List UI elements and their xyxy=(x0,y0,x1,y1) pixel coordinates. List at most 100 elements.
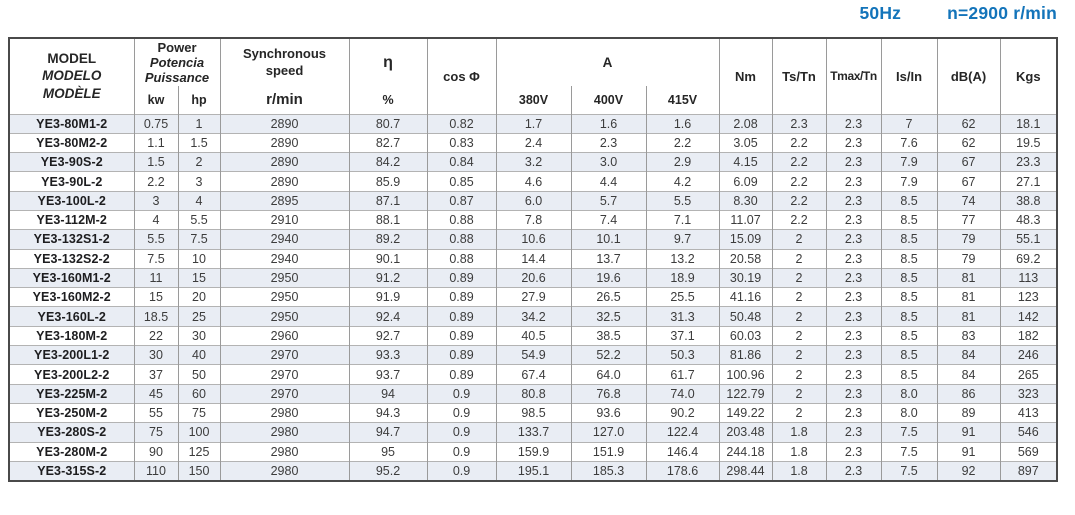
model-cell: YE3-132S2-2 xyxy=(8,248,135,269)
value-cell: 142 xyxy=(999,306,1058,327)
value-cell: 2890 xyxy=(219,113,350,134)
value-cell: 8.5 xyxy=(880,287,938,307)
value-cell: 0.82 xyxy=(426,113,497,134)
value-cell: 4 xyxy=(177,190,221,211)
value-cell: 0.89 xyxy=(426,267,497,288)
value-cell: 62 xyxy=(936,132,1001,153)
value-cell: 22 xyxy=(133,325,179,346)
value-cell: 18.5 xyxy=(133,306,179,327)
value-cell: 2.3 xyxy=(825,248,882,269)
value-cell: 150 xyxy=(177,460,221,481)
table-row: YE3-200L1-2 30 40 2970 93.3 0.89 54.9 52.2 50.3 8… xyxy=(8,345,1058,365)
value-cell: 5.7 xyxy=(570,190,647,211)
value-cell: 55 xyxy=(133,402,179,423)
value-cell: 2.3 xyxy=(825,132,882,153)
value-cell: 85.9 xyxy=(348,171,428,192)
value-cell: 2950 xyxy=(219,267,350,288)
value-cell: 75 xyxy=(177,402,221,423)
value-cell: 84 xyxy=(936,345,1001,365)
value-cell: 0.83 xyxy=(426,132,497,153)
model-cell: YE3-100L-2 xyxy=(8,190,135,211)
value-cell: 2 xyxy=(771,364,827,385)
col-header-power: Power Potencia Puissance xyxy=(133,38,221,86)
value-cell: 7.5 xyxy=(880,441,938,462)
power-label-es: Potencia xyxy=(149,54,205,70)
value-cell: 0.89 xyxy=(426,325,497,346)
value-cell: 0.9 xyxy=(426,460,497,481)
value-cell: 32.5 xyxy=(570,306,647,327)
value-cell: 2.3 xyxy=(825,460,882,481)
value-cell: 38.5 xyxy=(570,325,647,346)
value-cell: 2980 xyxy=(219,460,350,481)
value-cell: 40.5 xyxy=(495,325,572,346)
value-cell: 0.89 xyxy=(426,287,497,307)
value-cell: 246 xyxy=(999,345,1058,365)
value-cell: 25.5 xyxy=(645,287,720,307)
value-cell: 94.3 xyxy=(348,402,428,423)
value-cell: 2950 xyxy=(219,306,350,327)
value-cell: 0.75 xyxy=(133,113,179,134)
value-cell: 2.3 xyxy=(825,325,882,346)
value-cell: 10 xyxy=(177,248,221,269)
value-cell: 20 xyxy=(177,287,221,307)
model-cell: YE3-160M2-2 xyxy=(8,287,135,307)
value-cell: 2.3 xyxy=(825,152,882,172)
value-cell: 4.6 xyxy=(495,171,572,192)
value-cell: 84.2 xyxy=(348,152,428,172)
value-cell: 2910 xyxy=(219,209,350,230)
value-cell: 60.03 xyxy=(718,325,773,346)
value-cell: 10.1 xyxy=(570,229,647,250)
value-cell: 93.6 xyxy=(570,402,647,423)
value-cell: 2950 xyxy=(219,287,350,307)
table-row: YE3-90S-2 1.5 2 2890 84.2 0.84 3.2 3.0 2.9 4.15 2.… xyxy=(8,152,1058,172)
value-cell: 2.2 xyxy=(771,209,827,230)
value-cell: 2.3 xyxy=(825,190,882,211)
value-cell: 2940 xyxy=(219,229,350,250)
table-row: YE3-80M1-2 0.75 1 2890 80.7 0.82 1.7 1.6 1.6 2.08… xyxy=(8,113,1058,134)
value-cell: 81.86 xyxy=(718,345,773,365)
value-cell: 8.5 xyxy=(880,209,938,230)
value-cell: 19.6 xyxy=(570,267,647,288)
model-cell: YE3-160M1-2 xyxy=(8,267,135,288)
value-cell: 10.6 xyxy=(495,229,572,250)
value-cell: 74.0 xyxy=(645,383,720,404)
model-label-fr: MODÈLE xyxy=(42,86,101,102)
value-cell: 0.88 xyxy=(426,229,497,250)
value-cell: 2.3 xyxy=(570,132,647,153)
value-cell: 2980 xyxy=(219,441,350,462)
model-cell: YE3-112M-2 xyxy=(8,209,135,230)
value-cell: 93.3 xyxy=(348,345,428,365)
value-cell: 60 xyxy=(177,383,221,404)
value-cell: 4.15 xyxy=(718,152,773,172)
table-row: YE3-90L-2 2.2 3 2890 85.9 0.85 4.6 4.4 4.2 6.09 2.… xyxy=(8,171,1058,192)
value-cell: 61.7 xyxy=(645,364,720,385)
table-row: YE3-160M1-2 11 15 2950 91.2 0.89 20.6 19.6 18.9 3… xyxy=(8,267,1058,288)
value-cell: 38.8 xyxy=(999,190,1058,211)
value-cell: 93.7 xyxy=(348,364,428,385)
value-cell: 0.9 xyxy=(426,383,497,404)
value-cell: 67.4 xyxy=(495,364,572,385)
value-cell: 82.7 xyxy=(348,132,428,153)
value-cell: 113 xyxy=(999,267,1058,288)
value-cell: 1.8 xyxy=(771,441,827,462)
model-cell: YE3-132S1-2 xyxy=(8,229,135,250)
value-cell: 79 xyxy=(936,229,1001,250)
value-cell: 8.5 xyxy=(880,364,938,385)
value-cell: 2 xyxy=(771,345,827,365)
value-cell: 2890 xyxy=(219,132,350,153)
motor-spec-table: MODEL MODELO MODÈLE Power Potencia Puiss… xyxy=(8,37,1059,482)
value-cell: 7.5 xyxy=(177,229,221,250)
value-cell: 2980 xyxy=(219,422,350,443)
value-cell: 2.2 xyxy=(645,132,720,153)
value-cell: 95.2 xyxy=(348,460,428,481)
value-cell: 91.2 xyxy=(348,267,428,288)
value-cell: 41.16 xyxy=(718,287,773,307)
value-cell: 74 xyxy=(936,190,1001,211)
value-cell: 2.2 xyxy=(133,171,179,192)
model-cell: YE3-200L2-2 xyxy=(8,364,135,385)
value-cell: 2 xyxy=(771,306,827,327)
col-header-cos-phi: cos Φ xyxy=(426,38,497,114)
value-cell: 122.4 xyxy=(645,422,720,443)
value-cell: 31.3 xyxy=(645,306,720,327)
col-header-380v: 380V xyxy=(495,86,572,114)
